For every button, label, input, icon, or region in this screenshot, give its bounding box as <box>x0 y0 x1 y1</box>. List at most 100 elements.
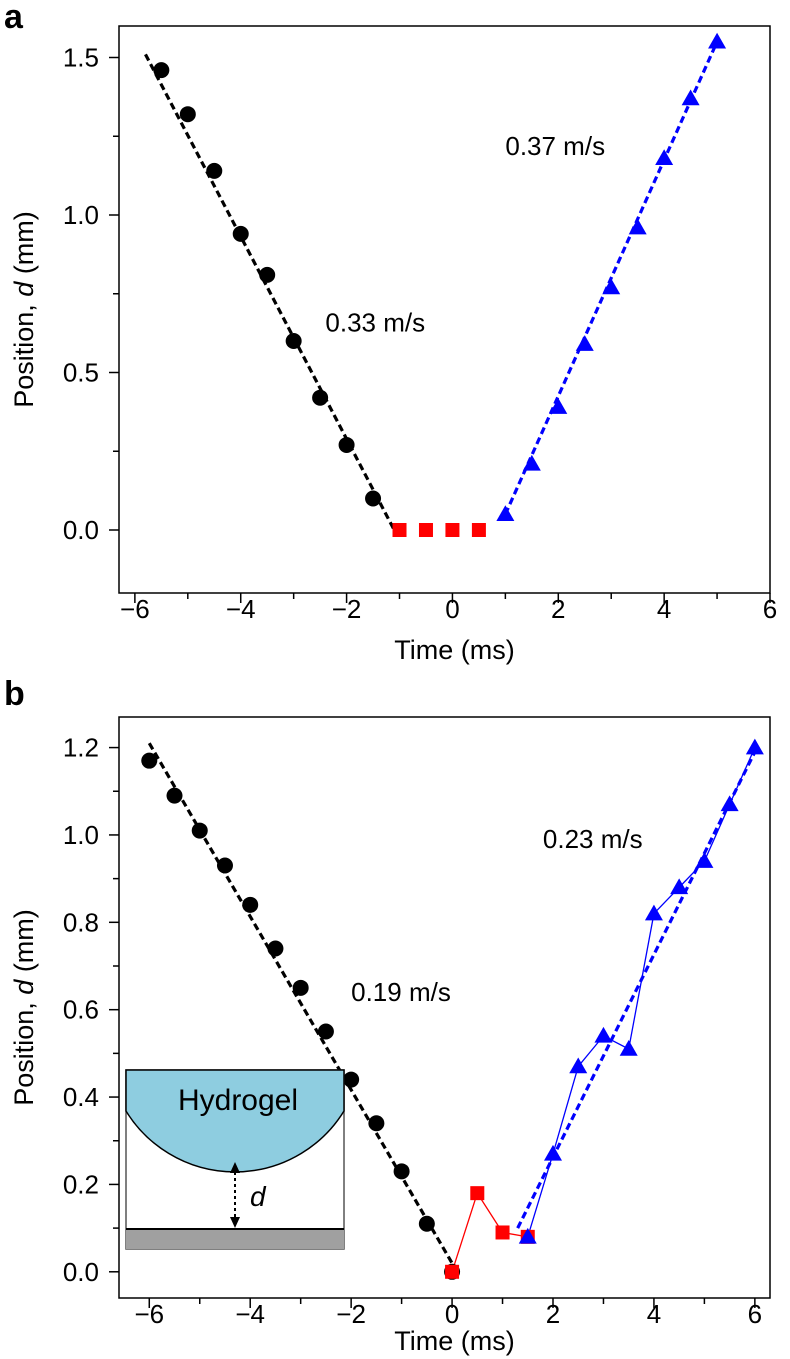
data-point-triangle <box>549 398 568 414</box>
data-point-circle <box>312 389 329 406</box>
panel-a: a −6 −4 −2 0 2 4 6 0.0 0.5 1.0 1.5 Time (ms) Position… <box>4 0 777 665</box>
velocity-annotation: 0.19 m/s <box>351 977 451 1007</box>
velocity-annotation: 0.33 m/s <box>325 308 425 338</box>
y-tick-label: 1.0 <box>63 200 99 230</box>
data-point-circle <box>216 857 233 874</box>
inset-distance-label: d <box>250 1181 267 1212</box>
fit-line-1 <box>516 751 757 1229</box>
data-point-circle <box>292 979 309 996</box>
panel-letter: a <box>4 0 24 36</box>
data-point-triangle <box>695 852 714 868</box>
data-point-circle <box>232 225 249 242</box>
y-axis-label-suffix: (mm) <box>9 909 39 979</box>
x-tick-label: 6 <box>748 1299 762 1329</box>
y-tick-label: 0.0 <box>63 1257 99 1287</box>
data-point-triangle <box>628 218 647 235</box>
data-point-circle <box>317 1023 334 1040</box>
x-tick-label: 0 <box>445 594 459 624</box>
x-tick-label: 4 <box>657 594 671 624</box>
data-point-triangle <box>544 1144 562 1161</box>
y-axis-label-prefix: Position, <box>9 297 39 408</box>
data-point-square <box>392 523 407 537</box>
data-point-square <box>470 1186 485 1201</box>
y-tick-label: 1.0 <box>63 820 99 850</box>
distance-arrow-head-up <box>230 1162 240 1173</box>
data-point-circle <box>365 490 382 507</box>
data-point-triangle <box>619 1040 638 1056</box>
x-tick-label: 0 <box>445 1299 459 1329</box>
substrate <box>126 1229 344 1249</box>
fit-line-0 <box>144 53 396 531</box>
x-axis-label: Time (ms) <box>394 1326 514 1356</box>
y-axis-label-prefix: Position, <box>9 995 39 1106</box>
data-point-square <box>445 523 460 537</box>
data-point-triangle <box>681 89 700 106</box>
data-point-circle <box>285 333 302 349</box>
data-point-circle <box>267 940 284 957</box>
data-point-circle <box>166 787 183 804</box>
data-point-circle <box>259 266 276 283</box>
y-axis-label: Position, d (mm) <box>9 211 39 408</box>
data-point-circle <box>338 436 355 453</box>
y-axis-label-variable: d <box>9 979 39 995</box>
data-point-circle <box>141 752 158 769</box>
data-point-circle <box>343 1071 360 1088</box>
x-tick-label: −6 <box>134 1299 164 1329</box>
data-point-circle <box>191 822 208 839</box>
data-point-triangle <box>496 505 515 521</box>
data-point-triangle <box>644 904 663 921</box>
data-point-triangle <box>745 738 764 755</box>
y-axis-label-variable: d <box>9 281 39 297</box>
x-tick-label: −2 <box>332 594 362 624</box>
y-tick-label: 0.8 <box>63 907 99 937</box>
y-axis-label: Position, d (mm) <box>9 909 39 1106</box>
data-point-square <box>445 1264 460 1279</box>
inset-title: Hydrogel <box>178 1084 298 1117</box>
data-point-triangle <box>655 149 674 166</box>
data-point-triangle <box>522 454 541 471</box>
data-point-triangle <box>720 795 739 812</box>
y-tick-label: 0.4 <box>63 1082 99 1112</box>
data-point-square <box>418 523 433 537</box>
data-point-triangle <box>708 32 727 49</box>
data-point-triangle <box>518 1227 537 1244</box>
data-point-triangle <box>670 878 689 895</box>
data-point-triangle <box>594 1026 613 1043</box>
panel-b: b −6 −4 −2 0 2 4 6 0.0 0.2 0.4 0.6 0.8 1.0 1.2 Time (ms… <box>4 675 771 1356</box>
y-tick-label: 0.6 <box>63 995 99 1025</box>
series-1-connector <box>451 1191 528 1272</box>
x-tick-label: 2 <box>551 594 565 624</box>
fit-line-1 <box>503 41 719 515</box>
y-tick-label: 0.0 <box>63 515 99 545</box>
panel-letter: b <box>4 675 25 713</box>
y-axis-label-suffix: (mm) <box>9 211 39 281</box>
distance-arrow-head-down <box>230 1217 240 1228</box>
data-point-square <box>495 1225 510 1240</box>
data-point-circle <box>242 896 259 913</box>
data-point-circle <box>418 1215 435 1232</box>
data-point-triangle <box>569 1057 588 1074</box>
data-point-circle <box>206 162 223 179</box>
data-point-square <box>471 523 486 537</box>
y-tick-label: 0.5 <box>63 358 99 388</box>
data-point-triangle <box>602 278 621 295</box>
hydrogel-shape <box>125 1069 345 1173</box>
x-tick-label: −4 <box>235 1299 265 1329</box>
data-point-circle <box>153 62 170 79</box>
data-point-circle <box>368 1115 385 1132</box>
y-tick-label: 0.2 <box>63 1169 99 1199</box>
velocity-annotation: 0.23 m/s <box>543 824 643 854</box>
y-tick-label: 1.5 <box>63 43 99 73</box>
data-point-circle <box>393 1163 410 1180</box>
velocity-annotation: 0.37 m/s <box>505 131 605 161</box>
x-tick-label: −4 <box>226 594 256 624</box>
x-tick-label: −6 <box>120 594 150 624</box>
y-tick-label: 1.2 <box>63 733 99 763</box>
x-tick-label: 2 <box>546 1299 560 1329</box>
data-point-circle <box>179 106 196 123</box>
plot-frame <box>118 716 771 1299</box>
hydrogel-inset: Hydrogel d <box>125 1069 345 1250</box>
x-tick-label: −2 <box>336 1299 366 1329</box>
